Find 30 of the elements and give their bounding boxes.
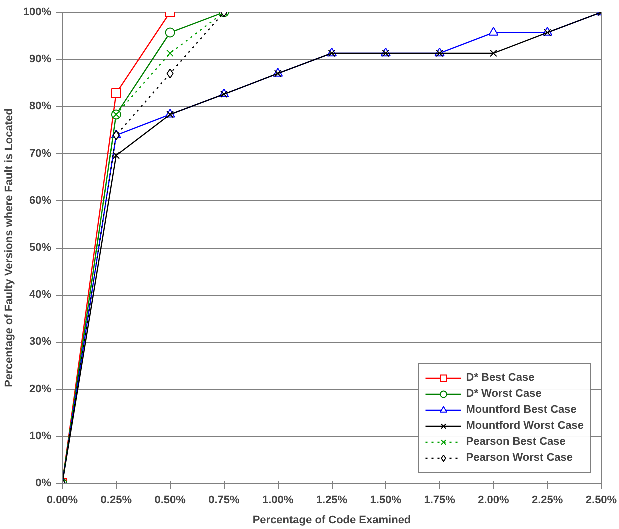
y-axis-title: Percentage of Faulty Versions where Fault is Located <box>3 108 16 388</box>
y-tick-label: 10% <box>29 430 52 442</box>
x-tick-label: 0.75% <box>208 494 240 506</box>
x-tick-label: 0.25% <box>100 494 132 506</box>
legend-label: Pearson Best Case <box>466 435 566 450</box>
legend-label: D* Worst Case <box>466 387 542 402</box>
x-tick-label: 2.00% <box>478 494 510 506</box>
x-tick-label: 0.50% <box>154 494 186 506</box>
x-tick-label: 2.25% <box>532 494 564 506</box>
legend-label: Pearson Worst Case <box>466 451 574 466</box>
y-tick-label: 40% <box>29 289 52 302</box>
legend-label: Mountford Worst Case <box>466 419 584 434</box>
x-tick-label: 0.00% <box>46 494 78 506</box>
legend-label: Mountford Best Case <box>466 403 577 418</box>
y-tick-label: 30% <box>29 336 52 348</box>
x-tick-label: 1.50% <box>370 494 402 506</box>
x-tick-label: 2.50% <box>586 494 618 506</box>
x-axis-title: Percentage of Code Examined <box>252 514 412 526</box>
legend-label: D* Best Case <box>466 371 535 386</box>
y-tick-label: 100% <box>23 6 52 18</box>
x-tick-label: 1.75% <box>424 494 456 506</box>
y-tick-label: 80% <box>29 100 52 113</box>
y-tick-label: 50% <box>29 242 52 254</box>
x-tick-label: 1.25% <box>316 494 348 506</box>
y-tick-label: 20% <box>29 383 52 396</box>
y-tick-label: 60% <box>29 194 52 207</box>
y-tick-label: 90% <box>29 54 52 66</box>
y-tick-label: 0% <box>36 478 52 490</box>
x-tick-label: 1.00% <box>262 494 294 506</box>
y-tick-label: 70% <box>29 148 52 160</box>
